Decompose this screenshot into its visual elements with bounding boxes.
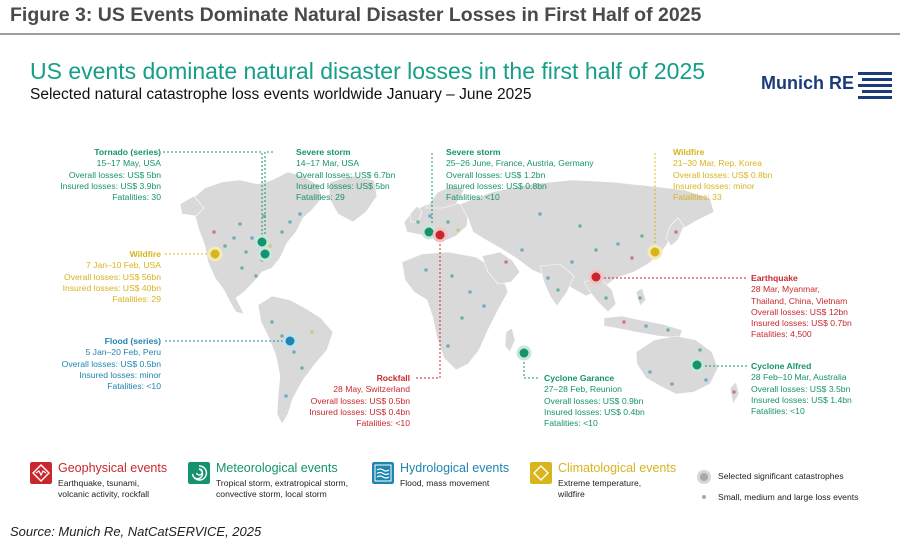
marker-storm-us bbox=[257, 246, 273, 262]
headline: US events dominate natural disaster loss… bbox=[30, 58, 706, 84]
leader-tornado bbox=[163, 151, 263, 240]
annotation-flood: Flood (series) 5 Jan–20 Feb, Peru Overal… bbox=[36, 336, 161, 392]
annotation-title: Severe storm bbox=[296, 147, 351, 157]
annotation-garance: Cyclone Garance 27–28 Feb, Reunion Overa… bbox=[544, 373, 645, 429]
legend-selected-marker bbox=[697, 470, 711, 484]
annotation-title: Cyclone Alfred bbox=[751, 361, 812, 371]
source-note: Source: Munich Re, NatCatSERVICE, 2025 bbox=[10, 524, 262, 539]
leader-lines bbox=[163, 151, 748, 379]
waves-icon bbox=[372, 462, 394, 484]
brand-name: Munich RE bbox=[761, 73, 854, 93]
munich-re-logo-icon bbox=[858, 72, 892, 99]
legend-description: Tropical storm, extratropical storm, con… bbox=[216, 478, 348, 499]
marker-tornado bbox=[254, 234, 270, 250]
annotation-rockfall: Rockfall 28 May, Switzerland Overall los… bbox=[280, 373, 410, 429]
uk bbox=[409, 205, 423, 223]
legend-title: Climatological events bbox=[558, 461, 677, 475]
legend-description: Extreme temperature, wildfire bbox=[558, 478, 642, 499]
annotation-wildfire-kr: Wildfire 21–30 Mar, Rep. Korea Overall l… bbox=[673, 147, 773, 203]
swirl-icon bbox=[188, 462, 210, 484]
marker-flood bbox=[282, 333, 298, 349]
africa bbox=[401, 251, 509, 371]
marker-rockfall bbox=[432, 227, 448, 243]
annotation-title: Cyclone Garance bbox=[544, 373, 615, 383]
legend-description: Earthquake, tsunami, volcanic activity, … bbox=[58, 478, 150, 499]
marker-wildfire-kr bbox=[647, 244, 663, 260]
annotation-title: Wildfire bbox=[673, 147, 705, 157]
marker-garance bbox=[516, 345, 532, 361]
india bbox=[539, 263, 575, 307]
annotation-storm-eu: Severe storm 25–26 June, France, Austria… bbox=[446, 147, 594, 203]
annotation-tornado: Tornado (series) 15–17 May, USA Overall … bbox=[36, 147, 161, 203]
legend-small-marker bbox=[702, 495, 706, 499]
greenland bbox=[328, 175, 378, 223]
annotation-alfred: Cyclone Alfred 28 Feb–10 Mar, Australia … bbox=[751, 361, 852, 417]
diamond-zigzag-icon bbox=[30, 462, 52, 484]
legend-description: Flood, mass movement bbox=[400, 478, 490, 488]
legend-small-label: Small, medium and large loss events bbox=[718, 492, 859, 502]
title-divider bbox=[0, 33, 900, 35]
annotation-title: Severe storm bbox=[446, 147, 501, 157]
annotation-title: Wildfire bbox=[129, 249, 161, 259]
south-america bbox=[257, 295, 334, 425]
arabia bbox=[481, 251, 521, 285]
leader-storm-us bbox=[264, 151, 273, 252]
diamond-outline-icon bbox=[530, 462, 552, 484]
legend-title: Meteorological events bbox=[216, 461, 338, 475]
annotation-title: Tornado (series) bbox=[94, 147, 161, 157]
significant-events bbox=[207, 224, 705, 373]
madagascar bbox=[504, 327, 516, 353]
annotation-title: Earthquake bbox=[751, 273, 798, 283]
annotation-storm-us: Severe storm 14–17 Mar, USA Overall loss… bbox=[296, 147, 396, 203]
figure-title: Figure 3: US Events Dominate Natural Dis… bbox=[10, 4, 702, 26]
legend-selected-label: Selected significant catastrophes bbox=[718, 471, 844, 481]
annotation-title: Rockfall bbox=[376, 373, 410, 383]
legend-dot-markers bbox=[697, 470, 711, 499]
small-loss-events bbox=[212, 212, 736, 398]
scandinavia bbox=[425, 185, 465, 209]
leader-rockfall bbox=[415, 236, 441, 379]
annotation-title: Flood (series) bbox=[104, 336, 161, 346]
asia bbox=[459, 179, 715, 297]
legend-title: Hydrological events bbox=[400, 461, 510, 475]
leader-garance bbox=[523, 354, 540, 379]
marker-alfred bbox=[689, 357, 705, 373]
australia bbox=[635, 335, 719, 395]
indonesia bbox=[603, 315, 683, 339]
marker-wildfire-us bbox=[207, 246, 223, 262]
marker-quake bbox=[588, 269, 604, 285]
alaska bbox=[179, 195, 205, 217]
legend-title: Geophysical events bbox=[58, 461, 168, 475]
subheadline: Selected natural catastrophe loss events… bbox=[30, 86, 532, 103]
annotation-quake: Earthquake 28 Mar, Myanmar, Thailand, Ch… bbox=[751, 273, 852, 340]
munich-re-logo: Munich RE bbox=[761, 70, 896, 104]
annotation-wildfire-us: Wildfire 7 Jan–10 Feb, USA Overall losse… bbox=[36, 249, 161, 305]
